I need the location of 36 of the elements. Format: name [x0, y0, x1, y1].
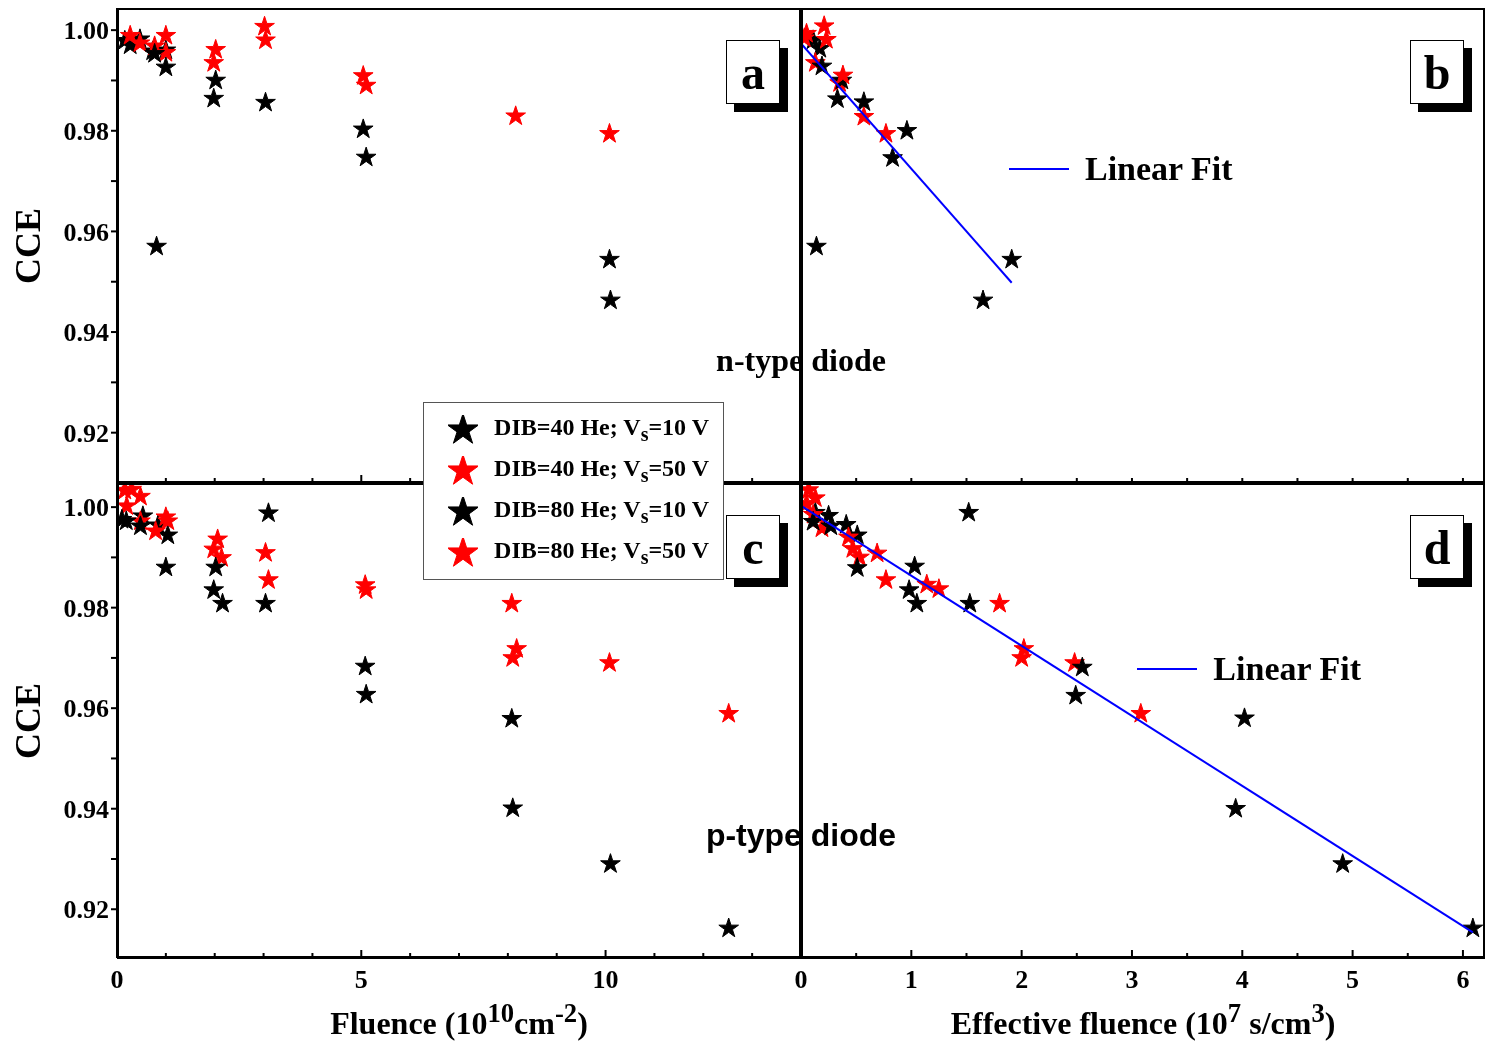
x-tick-label: 5 — [1346, 965, 1360, 994]
x-tick-label: 0 — [110, 965, 124, 994]
legend-label: DIB=40 He; V$_{s}$=50 V — [494, 454, 709, 487]
legend-label: Linear Fit — [1213, 650, 1361, 688]
legend-label: DIB=40 He; V$_{s}$=10 V — [494, 413, 709, 446]
y-tick-label: 0.98 — [63, 593, 109, 623]
legend-label: DIB=80 He; V$_{s}$=50 V — [494, 536, 709, 569]
x-tick-label: 2 — [1015, 965, 1029, 994]
annotation: d — [1410, 515, 1464, 579]
x-axis-title: Fluence (10$^{10}$cm$^{-2}$) — [330, 998, 588, 1042]
x-tick-label: 3 — [1125, 965, 1139, 994]
x-tick-label: 6 — [1456, 965, 1470, 994]
y-tick-label: 0.94 — [63, 318, 109, 348]
y-tick-label: 0.98 — [63, 117, 109, 147]
annotation: c — [726, 515, 780, 579]
x-axis-title: Effective fluence (10$^{7}$ s/cm$^{3}$) — [950, 998, 1336, 1042]
y-axis-title: CCE — [7, 682, 49, 759]
annotation: n-type diode — [716, 341, 886, 378]
x-tick-label: 5 — [354, 965, 368, 994]
legend-label: Linear Fit — [1085, 150, 1233, 188]
y-tick-label: 0.92 — [63, 895, 109, 925]
annotation: b — [1410, 40, 1464, 104]
y-tick-label: 1.00 — [63, 493, 109, 523]
x-tick-label: 4 — [1235, 965, 1249, 994]
y-tick-label: 0.96 — [63, 217, 109, 247]
y-tick-label: 0.92 — [63, 418, 109, 448]
y-tick-label: 0.94 — [63, 794, 109, 824]
y-tick-label: 0.96 — [63, 694, 109, 724]
y-axis-title: CCE — [7, 207, 49, 284]
y-tick-label: 1.00 — [63, 16, 109, 46]
annotation: p-type diode — [705, 816, 897, 853]
x-tick-label: 0 — [794, 965, 808, 994]
annotation: a — [726, 40, 780, 104]
x-tick-label: 1 — [904, 965, 918, 994]
legend-label: DIB=80 He; V$_{s}$=10 V — [494, 495, 709, 528]
x-tick-label: 10 — [592, 965, 619, 994]
